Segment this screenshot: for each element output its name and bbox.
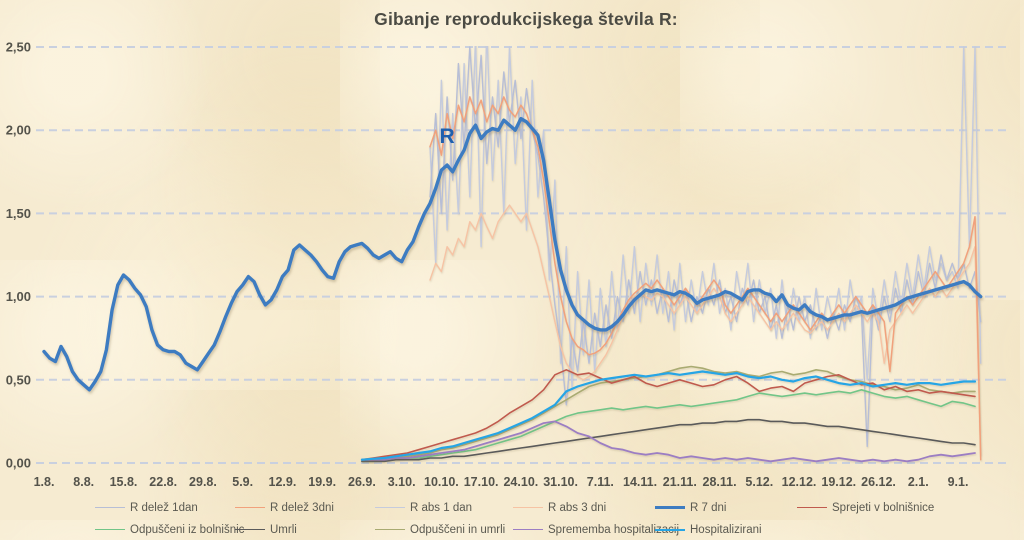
x-tick-label: 14.11.	[623, 475, 657, 489]
y-tick-label: 2,50	[6, 40, 31, 55]
x-tick-label: 21.11.	[663, 475, 697, 489]
x-tick-label: 28.11.	[703, 475, 737, 489]
x-tick-label: 29.8.	[189, 475, 217, 489]
x-tick-label: 22.8.	[149, 475, 177, 489]
x-tick-label: 24.10.	[503, 475, 538, 489]
series-r-abs-3-dni	[429, 204, 982, 456]
x-tick-label: 3.10.	[388, 475, 416, 489]
x-tick-label: 19.12.	[821, 475, 856, 489]
series-hospitalizirani	[360, 370, 977, 461]
y-tick-label: 1,50	[6, 206, 31, 221]
series-r-7-dni	[42, 116, 983, 392]
x-tick-label: 17.10.	[464, 475, 499, 489]
x-tick-label: 8.8.	[73, 475, 94, 489]
series-sprejeti-v-bolni-nice	[361, 368, 976, 461]
x-tick-label: 12.9.	[269, 475, 297, 489]
x-tick-label: 5.9.	[232, 475, 253, 489]
annotation-r: R	[439, 125, 454, 148]
y-tick-label: 2,00	[6, 123, 31, 138]
x-tick-label: 26.9.	[348, 475, 376, 489]
x-tick-label: 15.8.	[110, 475, 138, 489]
x-tick-label: 26.12.	[861, 475, 896, 489]
x-tick-label: 2.1.	[908, 475, 929, 489]
series-r-dele-3dni	[429, 96, 982, 461]
x-tick-label: 1.8.	[34, 475, 55, 489]
x-tick-label: 10.10.	[424, 475, 459, 489]
x-tick-label: 12.12.	[782, 475, 817, 489]
series-sprememba-hospitalizacij	[360, 420, 976, 463]
x-tick-label: 31.10.	[543, 475, 578, 489]
x-tick-label: 7.11.	[587, 475, 614, 489]
series-odpu-eni-iz-bolni-nic	[361, 388, 976, 463]
x-tick-label: 5.12.	[745, 475, 773, 489]
x-tick-label: 19.9.	[308, 475, 336, 489]
chart-title: Gibanje reprodukcijskega števila R:	[374, 9, 678, 29]
x-tick-label: 9.1.	[948, 475, 969, 489]
y-tick-label: 0,00	[6, 456, 31, 471]
series-umrli	[361, 418, 976, 463]
y-tick-label: 0,50	[6, 372, 31, 387]
series-odpu-eni-in-umrli	[361, 365, 976, 461]
y-tick-label: 1,00	[6, 289, 31, 304]
